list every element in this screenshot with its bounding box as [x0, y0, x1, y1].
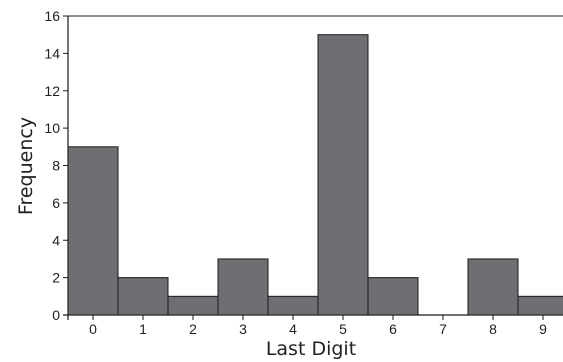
x-tick-label: 9 — [539, 321, 547, 337]
x-axis-ticks: 0 1 2 3 4 5 6 7 8 9 — [89, 315, 547, 337]
y-tick-label: 10 — [44, 120, 60, 136]
y-tick-label: 16 — [44, 8, 60, 24]
bar-5 — [317, 34, 369, 316]
x-tick-label: 2 — [189, 321, 197, 337]
bar-9 — [517, 295, 563, 316]
y-tick-label: 6 — [52, 195, 60, 211]
x-axis-title: Last Digit — [266, 338, 356, 360]
x-tick-label: 8 — [489, 321, 497, 337]
x-tick-label: 4 — [289, 321, 297, 337]
x-tick-label: 7 — [439, 321, 447, 337]
bar-2 — [167, 295, 219, 316]
bar-4 — [267, 295, 319, 316]
bar-8 — [467, 258, 519, 316]
bars-group — [67, 34, 563, 316]
y-tick-label: 2 — [52, 270, 60, 286]
x-tick-label: 0 — [89, 321, 97, 337]
bar-3 — [217, 258, 269, 316]
y-axis-ticks: 0 2 4 6 8 10 12 14 16 — [44, 8, 68, 323]
y-axis-title: Frequency — [15, 117, 37, 215]
bar-1 — [117, 277, 169, 316]
bar-0 — [67, 146, 119, 316]
x-tick-label: 6 — [389, 321, 397, 337]
y-tick-label: 14 — [44, 45, 60, 61]
bar-6 — [367, 277, 419, 316]
y-tick-label: 4 — [52, 232, 60, 248]
x-tick-label: 1 — [139, 321, 147, 337]
x-tick-label: 3 — [239, 321, 247, 337]
y-tick-label: 8 — [52, 158, 60, 174]
y-tick-label: 12 — [44, 83, 60, 99]
x-tick-label: 5 — [339, 321, 347, 337]
y-tick-label: 0 — [52, 307, 60, 323]
